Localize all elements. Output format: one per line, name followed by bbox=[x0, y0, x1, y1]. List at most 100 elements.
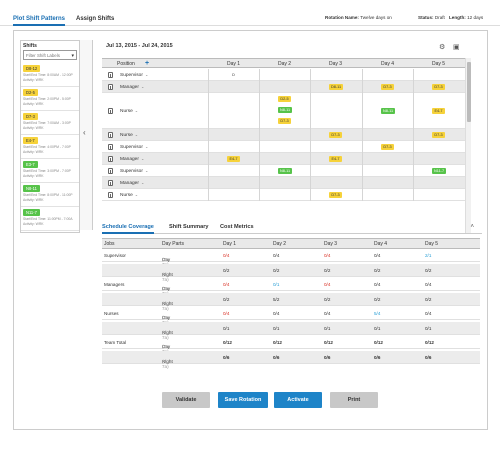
cell-divider bbox=[362, 93, 363, 129]
tab-plot-shift-patterns[interactable]: Plot Shift Patterns bbox=[13, 16, 66, 26]
grid-row: Manager ⌄ D8-11 D7-3 D7-3 bbox=[102, 81, 465, 93]
shift-code: E4-7 bbox=[23, 137, 38, 144]
phone-icon[interactable] bbox=[108, 71, 113, 78]
shift-badge[interactable]: E4-7 bbox=[432, 107, 445, 114]
coverage-value: 0/2 bbox=[273, 267, 280, 273]
save-rotation-button[interactable]: Save Rotation bbox=[218, 392, 268, 408]
shift-badge[interactable]: N11-7 bbox=[432, 167, 447, 174]
tab-schedule-coverage[interactable]: Schedule Coverage bbox=[102, 224, 154, 234]
phone-icon[interactable] bbox=[108, 83, 113, 90]
coverage-value: 0/1 bbox=[324, 325, 331, 331]
coverage-value: 0/12 bbox=[273, 340, 282, 345]
shift-item[interactable]: D8-12 Start/End Time: 8:00AM - 12:00P Ac… bbox=[23, 65, 79, 82]
validate-button[interactable]: Validate bbox=[162, 392, 210, 408]
grid-row: Supervisor ⌄ N8-11 N11-7 bbox=[102, 165, 465, 177]
settings-icon[interactable]: ⚙ bbox=[439, 44, 446, 51]
job-label: Team Total bbox=[104, 340, 127, 345]
export-icon[interactable]: ▣ bbox=[453, 44, 460, 51]
tab-shift-summary[interactable]: Shift Summary bbox=[169, 224, 209, 230]
position-label[interactable]: Supervisor ⌄ bbox=[120, 168, 149, 174]
coverage-value: 0/6 bbox=[374, 354, 381, 360]
coverage-value: 0/12 bbox=[324, 340, 333, 345]
print-button[interactable]: Print bbox=[330, 392, 378, 408]
position-label[interactable]: Manager ⌄ bbox=[120, 156, 145, 162]
phone-icon[interactable] bbox=[108, 107, 113, 114]
grid-row: Nurse ⌄ D7-3 bbox=[102, 189, 465, 201]
cell-divider bbox=[208, 141, 209, 153]
shift-time: Start/End Time: 3:00PM - 7:00P bbox=[23, 169, 71, 173]
cell-divider bbox=[208, 189, 209, 201]
shift-badge[interactable]: D8-11 bbox=[329, 83, 344, 90]
rotation-name: Rotation Name: Twelve days on bbox=[325, 15, 392, 20]
phone-icon[interactable] bbox=[108, 191, 113, 198]
cell-divider bbox=[413, 93, 414, 129]
coverage-row: Nurses Day (7a-7p)0/40/40/45/40/4 bbox=[102, 307, 480, 325]
cell-divider bbox=[259, 153, 260, 165]
cell-divider bbox=[413, 165, 414, 177]
cell-divider bbox=[362, 129, 363, 141]
coverage-value: 0/12 bbox=[374, 340, 383, 345]
coverage-value: 0/1 bbox=[374, 325, 381, 331]
position-label[interactable]: Manager ⌄ bbox=[120, 84, 145, 90]
coverage-value: 0/4 bbox=[223, 311, 230, 316]
job-label: Nurses bbox=[104, 311, 119, 316]
shift-badge[interactable]: D7-3 bbox=[329, 131, 342, 138]
shift-badge[interactable]: D7-3 bbox=[381, 143, 394, 150]
shift-item[interactable]: E3-7 Start/End Time: 3:00PM - 7:00P Acti… bbox=[23, 161, 79, 178]
shift-badge[interactable]: D7-3 bbox=[278, 118, 291, 124]
coverage-column-header: Day 5 bbox=[425, 241, 439, 247]
phone-icon[interactable] bbox=[108, 131, 113, 138]
shift-item[interactable]: D2-5 Start/End Time: 2:00PM - 5:00P Acti… bbox=[23, 89, 79, 106]
plus-icon[interactable]: + bbox=[145, 60, 150, 67]
shift-badge[interactable]: N8-11 bbox=[381, 107, 396, 114]
phone-icon[interactable] bbox=[108, 155, 113, 162]
position-label[interactable]: Nurse ⌄ bbox=[120, 108, 139, 114]
position-label[interactable]: Supervisor ⌄ bbox=[120, 72, 149, 78]
cell-divider bbox=[259, 189, 260, 201]
phone-icon[interactable] bbox=[108, 179, 113, 186]
shift-badge[interactable]: D7-3 bbox=[329, 191, 342, 198]
phone-icon[interactable] bbox=[108, 143, 113, 150]
shift-activity: Activity: WRK bbox=[23, 174, 44, 178]
collapse-sidebar-handle[interactable]: ‹ bbox=[80, 40, 93, 230]
position-label[interactable]: Manager ⌄ bbox=[120, 180, 145, 186]
shift-badge[interactable]: D bbox=[232, 73, 235, 77]
cell-divider bbox=[259, 177, 260, 189]
shift-badge[interactable]: D2-5 bbox=[278, 96, 291, 102]
shift-item[interactable]: N8-11 Start/End Time: 8:00PM - 11:00P Ac… bbox=[23, 185, 79, 202]
coverage-column-header: Day 4 bbox=[374, 241, 388, 247]
position-label[interactable]: Supervisor ⌄ bbox=[120, 144, 149, 150]
tab-assign-shifts[interactable]: Assign Shifts bbox=[76, 16, 115, 22]
grid-scrollbar[interactable] bbox=[465, 58, 471, 233]
grid-row: Supervisor⌄Dy bbox=[102, 69, 465, 88]
shift-badge[interactable]: N8-11 bbox=[278, 167, 293, 174]
shift-item[interactable]: N11-7 Start/End Time: 11:00PM - 7:00A Ac… bbox=[23, 209, 79, 226]
chevron-up-icon[interactable]: ˄ bbox=[470, 224, 474, 230]
shift-activity: Activity: WRK bbox=[23, 78, 44, 82]
shift-filter-select[interactable]: Filter Shift Labels ▾ bbox=[23, 50, 77, 60]
cell-divider bbox=[259, 141, 260, 153]
coverage-value: 0/2 bbox=[324, 296, 331, 302]
cell-divider bbox=[208, 93, 209, 129]
shift-badge[interactable]: E4-7 bbox=[329, 155, 342, 162]
shift-time: Start/End Time: 4:00PM - 7:00P bbox=[23, 145, 71, 149]
shift-item[interactable]: E4-7 Start/End Time: 4:00PM - 7:00P Acti… bbox=[23, 137, 79, 154]
shift-badge[interactable]: E4-7 bbox=[227, 155, 240, 162]
shift-badge[interactable]: N8-11 bbox=[278, 107, 293, 113]
shift-badge[interactable]: D7-3 bbox=[381, 83, 394, 90]
tab-cost-metrics[interactable]: Cost Metrics bbox=[220, 224, 254, 230]
coverage-value: 0/4 bbox=[374, 282, 381, 287]
coverage-value: 0/2 bbox=[324, 267, 331, 273]
phone-icon[interactable] bbox=[108, 167, 113, 174]
divider bbox=[21, 134, 79, 135]
coverage-value: 0/2 bbox=[223, 267, 230, 273]
activate-button[interactable]: Activate bbox=[274, 392, 322, 408]
position-label[interactable]: Nurse ⌄ bbox=[120, 192, 139, 198]
position-label[interactable]: Nurse ⌄ bbox=[120, 132, 139, 138]
shift-badge[interactable]: D7-3 bbox=[432, 131, 445, 138]
divider bbox=[21, 182, 79, 183]
shift-item[interactable]: D7-3 Start/End Time: 7:00AM - 3:00P Acti… bbox=[23, 113, 79, 130]
shift-badge[interactable]: D7-3 bbox=[432, 83, 445, 90]
cell-divider bbox=[413, 69, 414, 81]
content-frame bbox=[13, 30, 488, 430]
